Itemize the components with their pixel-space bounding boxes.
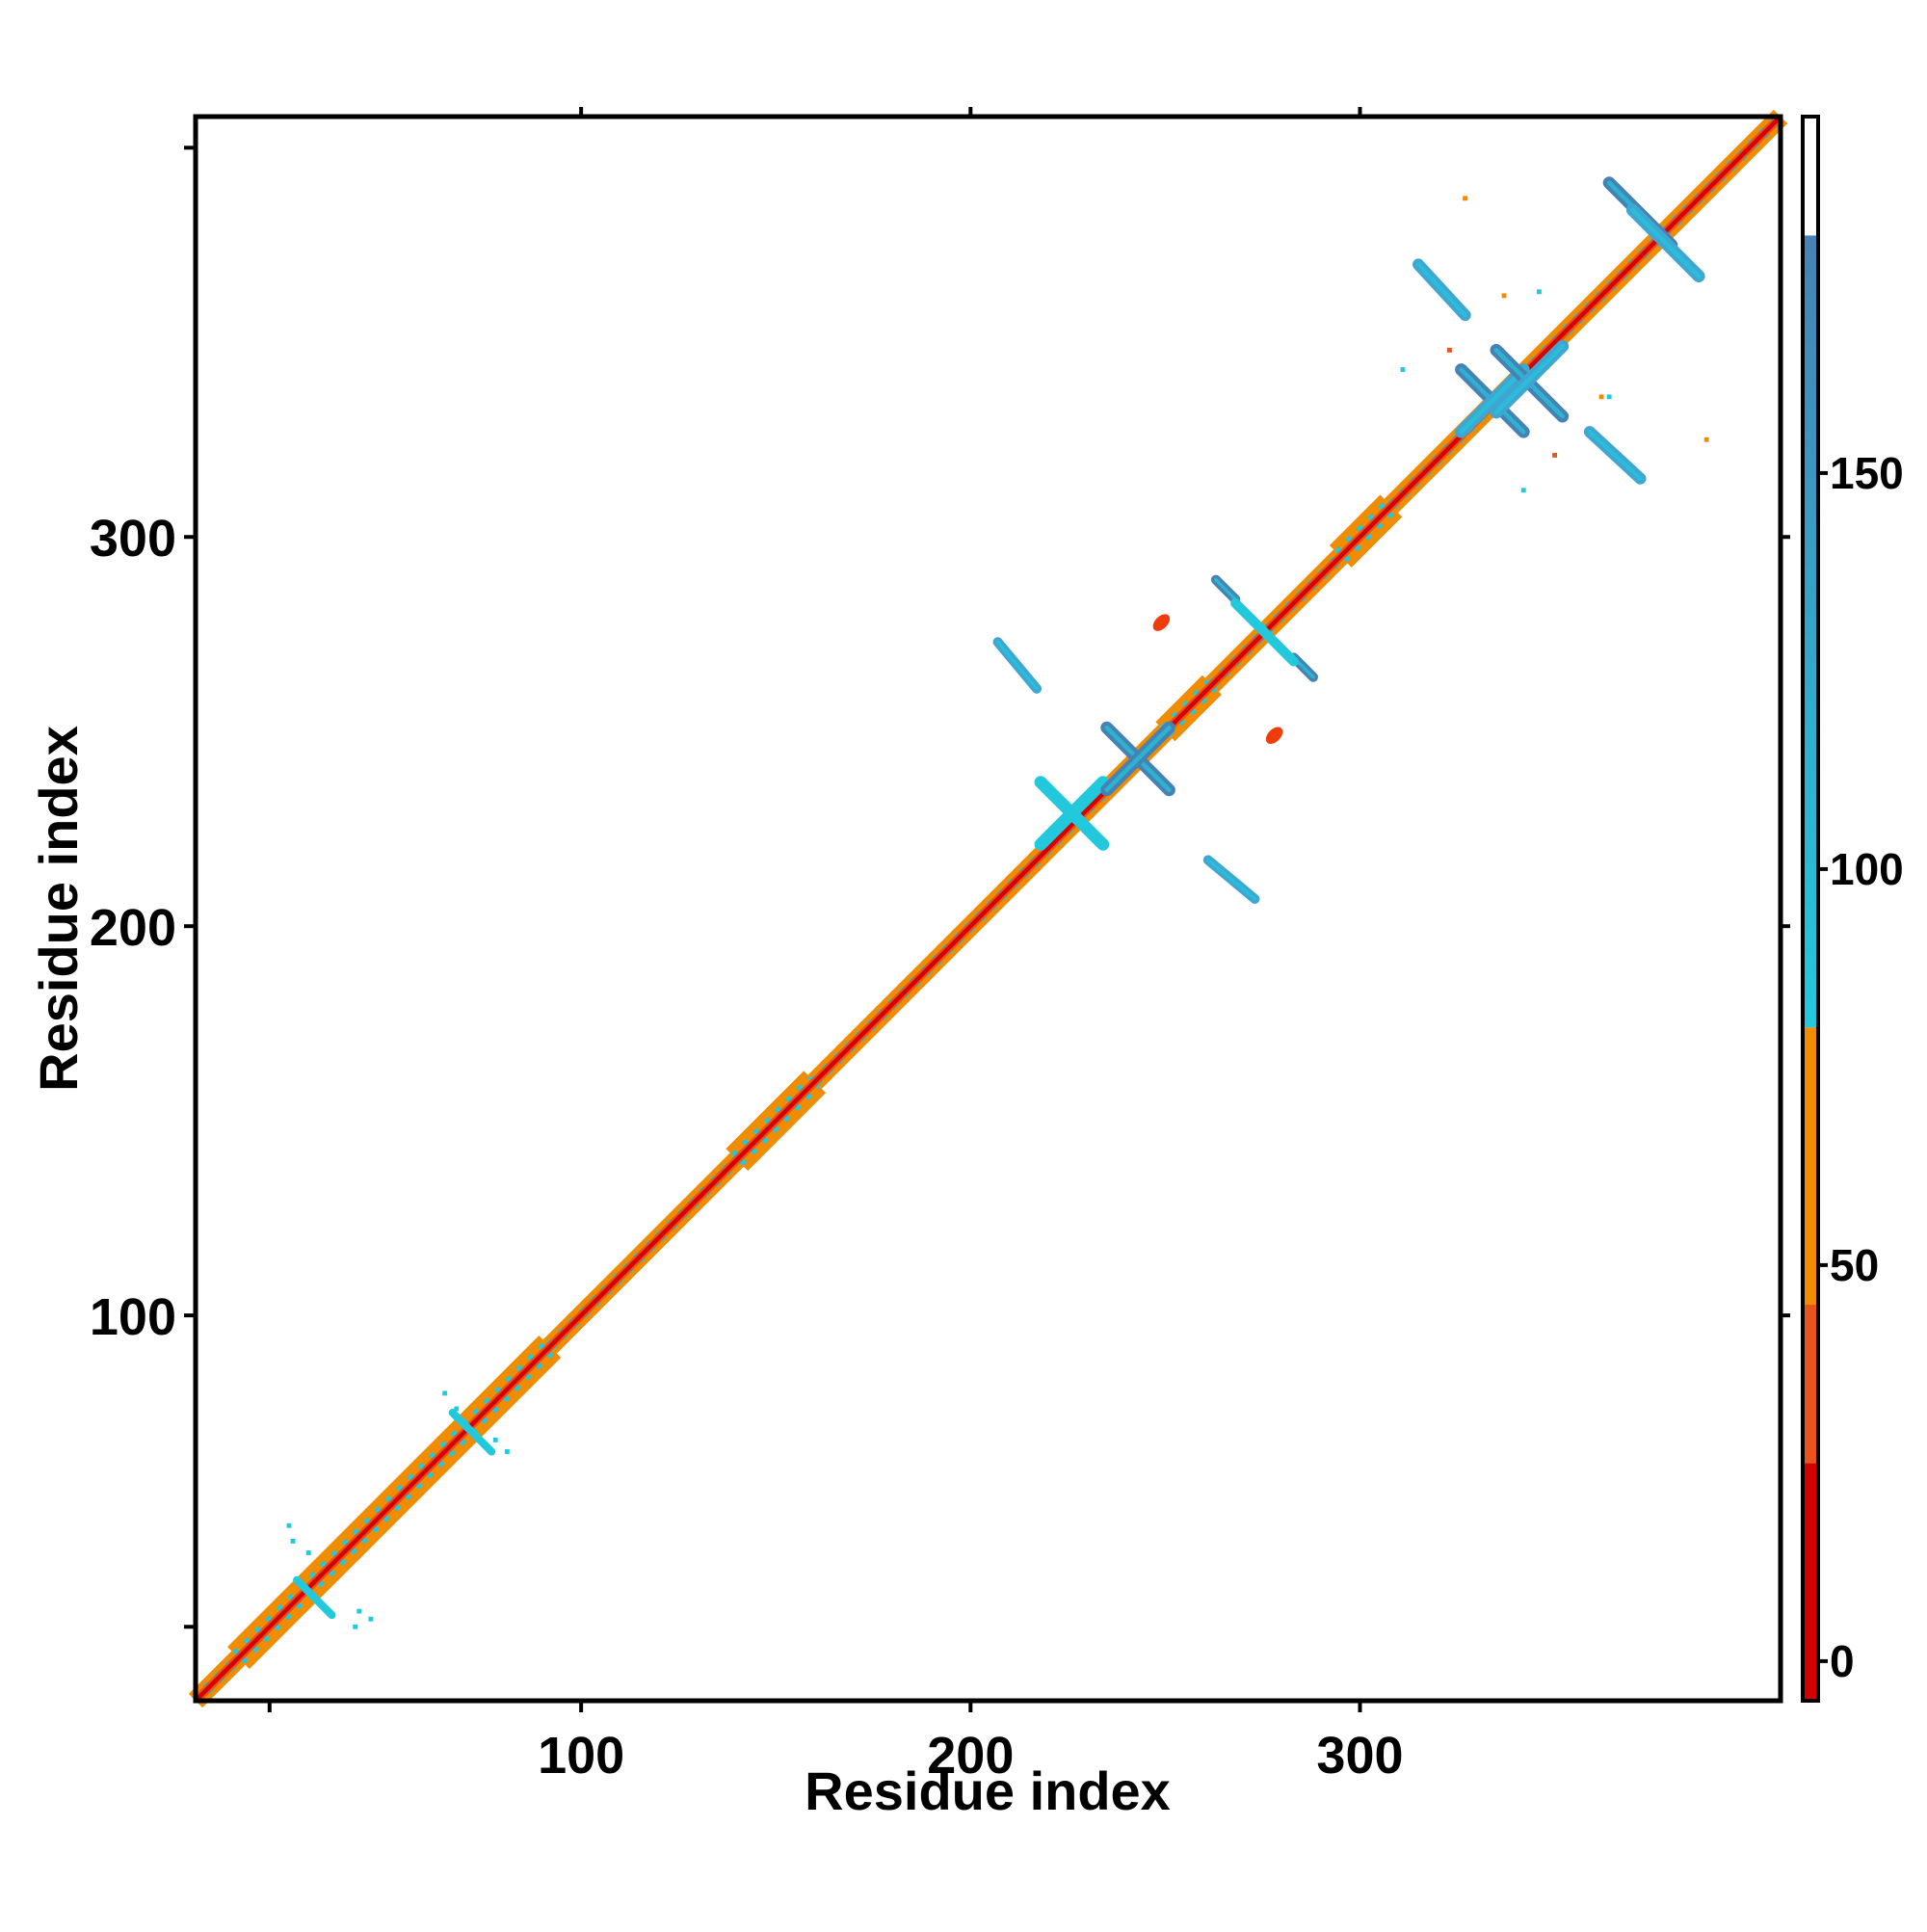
colorbar-tick-label: 150 xyxy=(1830,448,1904,498)
contact-strand-highlight xyxy=(1206,858,1257,901)
contact-point xyxy=(504,1449,510,1454)
contact-point xyxy=(305,1550,311,1555)
contact-point xyxy=(492,1437,498,1442)
contact-point xyxy=(368,1616,374,1622)
contact-point xyxy=(1501,293,1507,299)
colorbar-band xyxy=(1805,1463,1816,1701)
y-tick-label: 300 xyxy=(90,510,176,568)
contact-point xyxy=(454,1406,460,1412)
contact-point xyxy=(1606,394,1612,400)
contact-strand-highlight xyxy=(451,1411,493,1453)
contact-strand-highlight xyxy=(1415,262,1467,318)
x-axis-label: Residue index xyxy=(805,1760,1171,1821)
contact-point xyxy=(353,1624,358,1629)
contact-point xyxy=(1552,452,1558,458)
contact-point xyxy=(1598,394,1604,400)
contact-point xyxy=(1703,437,1709,442)
contact-strand-highlight xyxy=(1214,577,1237,601)
colorbar-tick-label: 50 xyxy=(1830,1240,1879,1290)
contact-point xyxy=(1447,347,1452,353)
contact-point xyxy=(1520,488,1526,493)
contact-strand-highlight xyxy=(1493,344,1565,415)
diagonal-core xyxy=(194,115,1782,1703)
contact-point xyxy=(286,1522,292,1528)
colorbar-band xyxy=(1805,117,1816,236)
colorbar-tick-label: 100 xyxy=(1830,844,1904,894)
contact-patch xyxy=(1265,727,1283,744)
contact-patch xyxy=(1152,614,1171,631)
x-tick-label: 300 xyxy=(1316,1727,1403,1785)
x-tick-label: 100 xyxy=(538,1727,624,1785)
colorbar-frame xyxy=(1801,115,1820,1703)
y-tick-label: 200 xyxy=(90,899,176,957)
contact-point xyxy=(442,1390,448,1396)
y-axis-label: Residue index xyxy=(28,726,89,1092)
diagonal-band-group xyxy=(188,109,1788,1708)
contact-strand-highlight xyxy=(1459,367,1526,435)
contact-point xyxy=(1536,289,1542,295)
x-tick-label: 200 xyxy=(927,1727,1014,1785)
contact-strand-highlight xyxy=(1233,601,1296,664)
contact-point-group xyxy=(286,196,1709,1629)
colorbar-band xyxy=(1805,1305,1816,1464)
colorbar-band xyxy=(1805,235,1816,1028)
contact-strand-highlight xyxy=(1104,725,1172,793)
axes-group: 100 200 300 100 200 300 xyxy=(90,107,1790,1785)
contact-strand-highlight xyxy=(1587,430,1643,481)
contact-strand-highlight xyxy=(1630,207,1702,278)
contact-strand-highlight xyxy=(1038,780,1105,847)
y-tick-label: 100 xyxy=(90,1288,176,1346)
contact-point xyxy=(1400,367,1406,372)
contact-point xyxy=(1463,196,1468,201)
contact-point xyxy=(356,1608,362,1614)
contact-strand-group xyxy=(293,176,1705,1620)
contact-strand-highlight xyxy=(295,1578,333,1617)
colorbar-tick-label: 0 xyxy=(1830,1636,1855,1686)
contact-strand-highlight xyxy=(995,640,1039,691)
plot-frame xyxy=(193,114,1783,1704)
colorbar: 0 50 100 150 xyxy=(1801,115,1904,1703)
colorbar-band xyxy=(1805,1027,1816,1305)
contact-point xyxy=(290,1538,296,1544)
